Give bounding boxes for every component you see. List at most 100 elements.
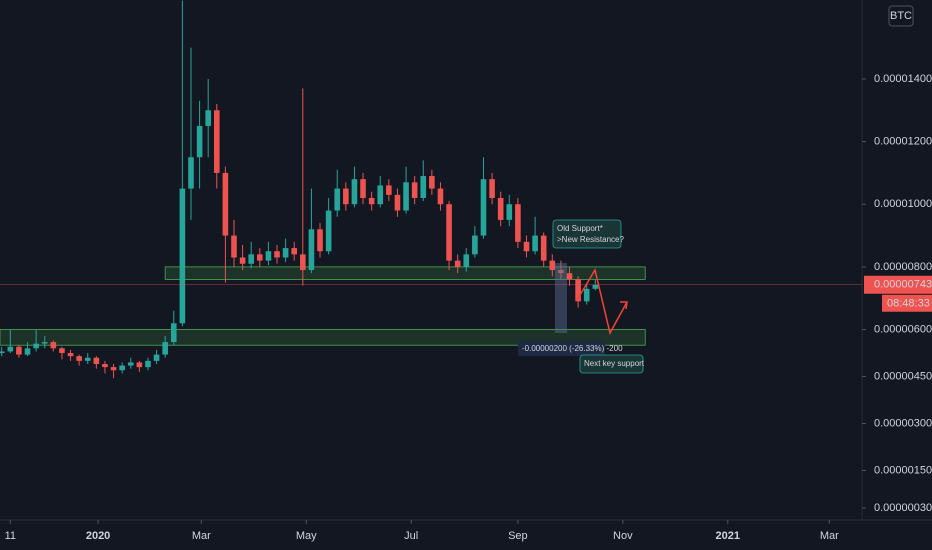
candle-body [67,353,74,357]
currency-label: BTC [890,10,912,22]
candle-body [84,357,91,361]
x-tick-label: 2021 [716,530,740,542]
candle-body [170,323,177,343]
note-text: Next key support [584,359,645,368]
candle-body [145,360,151,368]
candle-body [497,197,504,220]
x-tick-label: Jul [404,530,418,542]
candle-body [351,179,358,205]
currency-badge [888,5,914,27]
candle-body [325,210,332,252]
candle-body [300,254,306,271]
y-tick-label: 0.00001400 [874,73,932,85]
candle-body [506,204,513,220]
candle-body [16,346,22,355]
candle-body [523,241,530,252]
candle-body [377,185,384,205]
candle-body [110,367,117,371]
candle-body [188,157,194,189]
candle-body [205,110,211,126]
candle-body [239,257,246,264]
plot-area [0,0,646,379]
candle-body [343,188,349,205]
note-text: Old Support* [557,224,603,233]
candle-body [386,185,392,195]
candle-body [24,348,31,355]
candle-body [41,342,48,344]
candle-body [411,182,418,198]
x-tick-label: Mar [820,530,839,542]
zone [0,329,646,346]
y-tick-label: 0.00000030 [874,502,932,514]
candle-body [282,248,289,258]
candle-body [196,125,203,158]
candle-body [231,235,237,258]
candle-body [265,251,272,261]
x-tick-label: 11 [5,530,16,542]
candle-body [429,176,435,189]
candle-body [33,343,39,349]
measure-text: -0.00000200 (-26.33%) -200 [522,344,623,353]
candle-body [472,235,478,255]
candle-body [394,194,401,211]
y-tick-label: 0.00001000 [874,198,932,210]
y-tick-label: 0.00000450 [874,370,932,382]
arrow-head [620,301,628,310]
candle-body [437,188,444,205]
price-badge [864,275,932,294]
candle-body [248,254,254,264]
candle-body [7,346,14,352]
y-tick-label: 0.00000600 [874,323,932,335]
candle-body [93,357,100,364]
y-tick-label: 0.00000300 [874,417,932,429]
y-tick-label: 0.00000800 [874,261,932,273]
candle-body [368,197,375,205]
note-text: >New Resistance? [557,235,624,244]
candle-body [317,229,323,252]
candle-body [558,270,564,274]
candle-body [446,204,452,261]
candle-body [179,188,186,324]
candle-body [463,254,470,267]
candle-body [515,204,521,242]
candle-body [540,235,547,261]
candle-body [222,172,229,236]
candle-body [532,235,538,252]
candle-body [575,279,581,302]
countdown-badge [882,294,932,312]
candle-body [291,248,298,255]
candle-body [0,351,5,354]
candle-body [360,179,366,198]
x-tick-label: Sep [508,530,528,542]
candle-body [592,284,599,289]
candle-body [308,229,315,271]
candle-body [136,362,143,368]
candle-body [480,179,487,236]
countdown-label: 08:48:33 [887,298,930,310]
candle-body [59,348,65,354]
candle-body [420,176,427,198]
candle-body [454,260,461,267]
candle-body [549,260,556,271]
candle-body [257,254,263,261]
candle-body [102,364,108,368]
candle-body [274,251,280,258]
candle-body [50,342,57,349]
measure-box [518,341,605,356]
candle-body [583,288,590,302]
x-tick-label: Nov [613,530,633,542]
x-tick-label: 2020 [86,530,110,542]
candle-body [119,365,125,371]
candle-body [334,188,341,211]
note-box [552,219,622,249]
measure-bar [555,263,567,333]
y-tick-label: 0.00000150 [874,464,932,476]
candle-body [127,362,134,366]
candle-body [162,342,168,355]
price-label: 0.00000743 [874,279,932,291]
candle-body [153,354,160,361]
candle-body [489,179,495,198]
note-box [579,354,644,374]
